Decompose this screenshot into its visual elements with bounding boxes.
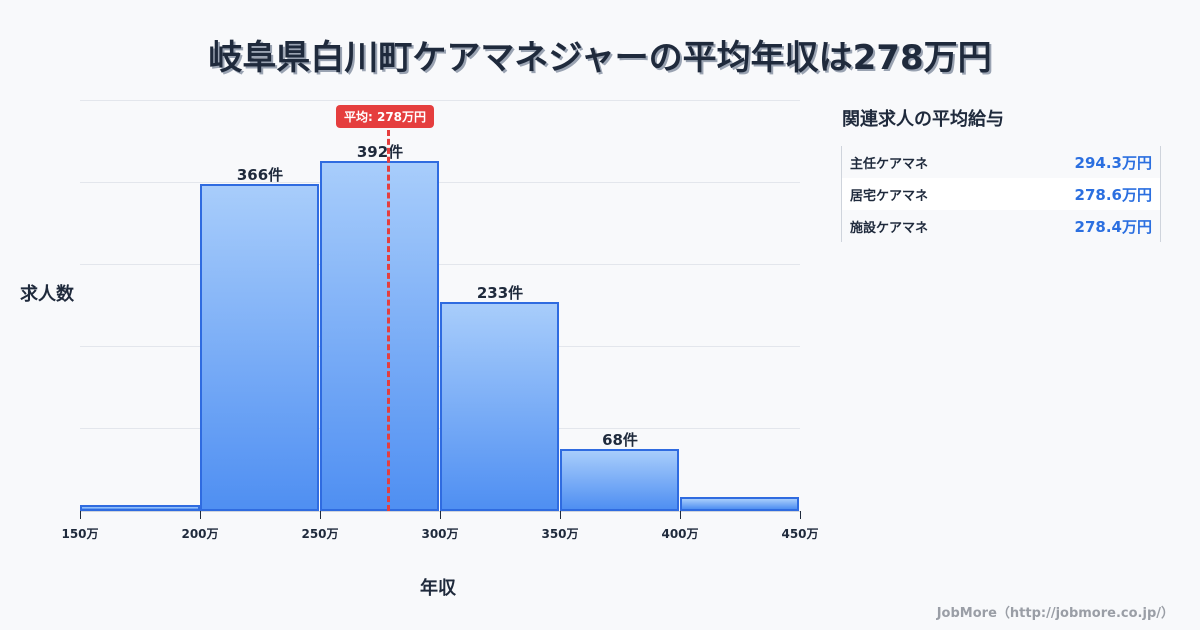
x-tick-label: 350万 [541, 527, 579, 541]
x-tick-label: 150万 [61, 527, 99, 541]
x-tick-label: 450万 [781, 527, 819, 541]
job-salary: 278.4万円 [1074, 217, 1152, 236]
bar-value-label: 233件 [476, 284, 524, 302]
x-tick-label: 250万 [301, 527, 339, 541]
bar-150-200 [80, 505, 200, 511]
gridline [80, 264, 800, 265]
bar-300-350 [440, 302, 559, 511]
bar-400-450 [680, 497, 799, 511]
x-tick [800, 511, 801, 519]
bar-value-label: 392件 [356, 143, 404, 161]
average-line [387, 130, 390, 511]
job-name: 施設ケアマネ [850, 220, 929, 236]
x-tick [320, 511, 321, 519]
footer-credit: JobMore（http://jobmore.co.jp/） [936, 606, 1174, 621]
bar-200-250 [200, 184, 319, 511]
histogram-plot: 366件 392件 233件 68件 平均: 278万円 150万 200万 2… [61, 100, 819, 541]
job-salary: 294.3万円 [1074, 153, 1152, 172]
x-axis-label: 年収 [420, 578, 456, 599]
bar-value-label: 366件 [236, 166, 284, 184]
bar-value-label: 68件 [602, 431, 638, 449]
bar-350-400 [560, 449, 679, 511]
x-tick [200, 511, 201, 519]
x-tick [80, 511, 81, 519]
job-name: 居宅ケアマネ [850, 188, 929, 204]
x-tick [560, 511, 561, 519]
related-salary-row: 施設ケアマネ 278.4万円 [842, 210, 1160, 242]
x-tick-label: 300万 [421, 527, 459, 541]
job-salary: 278.6万円 [1074, 185, 1152, 204]
bar-250-300 [320, 161, 439, 511]
related-salary-title: 関連求人の平均給与 [842, 109, 1004, 130]
y-axis-label: 求人数 [20, 284, 74, 305]
job-name: 主任ケアマネ [850, 156, 929, 172]
average-badge: 平均: 278万円 [336, 105, 435, 128]
x-tick-label: 400万 [661, 527, 699, 541]
gridline [80, 182, 800, 183]
gridline [80, 100, 800, 101]
related-salary-row: 居宅ケアマネ 278.6万円 [842, 178, 1160, 210]
related-salary-row: 主任ケアマネ 294.3万円 [842, 146, 1160, 178]
related-salary-table: 主任ケアマネ 294.3万円 居宅ケアマネ 278.6万円 施設ケアマネ 278… [841, 146, 1161, 242]
x-tick [680, 511, 681, 519]
page-title: 岐阜県白川町ケアマネジャーの平均年収は278万円 [208, 38, 992, 78]
x-tick-label: 200万 [181, 527, 219, 541]
x-tick [440, 511, 441, 519]
